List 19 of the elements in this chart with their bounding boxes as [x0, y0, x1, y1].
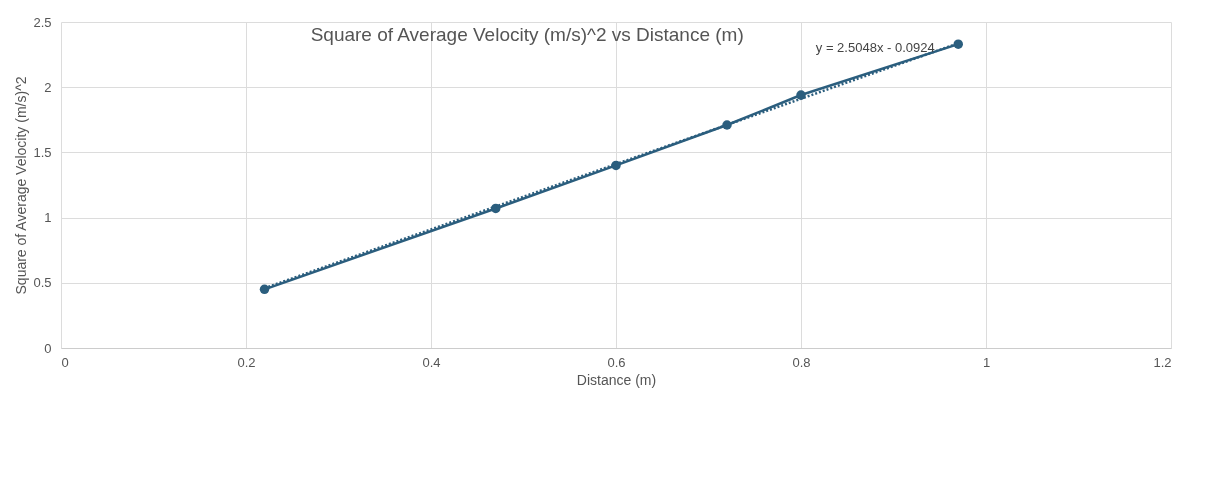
x-tick-label: 0.4: [422, 354, 441, 370]
point: [259, 284, 270, 295]
y-tick-label: 2.5: [33, 14, 52, 30]
y-tick-label: 0.5: [33, 275, 52, 291]
x-tick-label: 0.2: [237, 354, 256, 370]
x-axis-title: Distance (m): [576, 371, 657, 388]
x-tick-label: 0: [61, 354, 69, 370]
y-tick-label: 1: [44, 210, 52, 226]
x-tick-label: 1.2: [1153, 354, 1172, 370]
y-tick-label: 1.5: [33, 144, 52, 160]
point: [953, 39, 963, 49]
y-axis-title: Square of Average Velocity (m/s)^2: [13, 76, 30, 295]
x-tick-label: 0.6: [607, 354, 626, 370]
x-tick-label: 0.8: [792, 354, 811, 370]
y-tick-label: 0: [44, 340, 52, 356]
x-tick-label: 1: [982, 354, 991, 370]
chart-title: Square of Average Velocity (m/s)^2 vs Distance (m): [310, 24, 744, 45]
y-tick-label: 2: [44, 79, 52, 95]
annotation: y = 2.5048x - 0.0924: [815, 40, 935, 55]
